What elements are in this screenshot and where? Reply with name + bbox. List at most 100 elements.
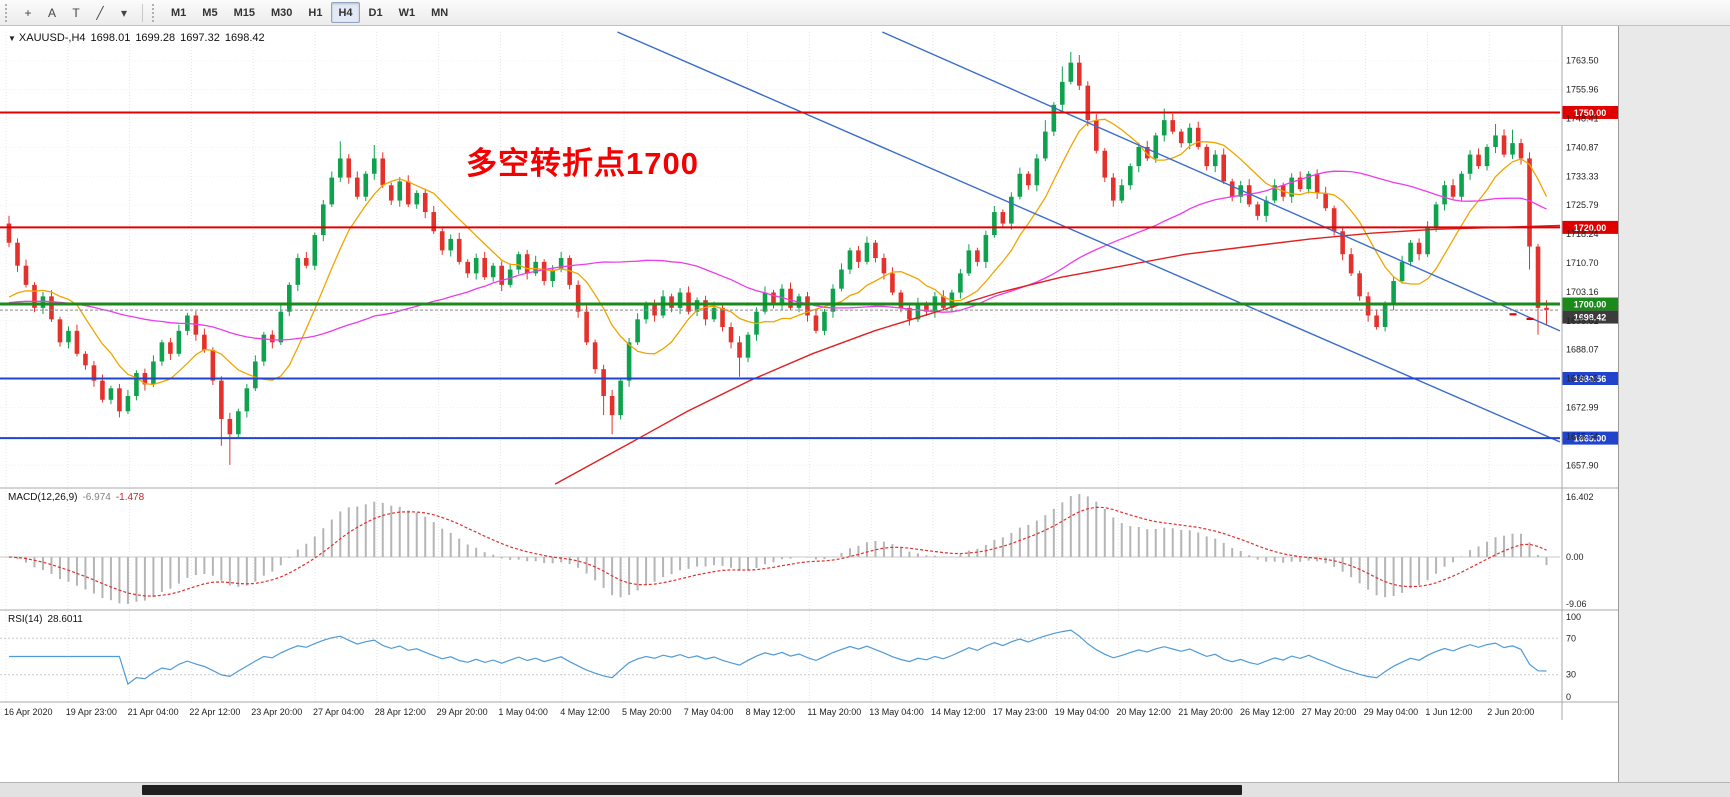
svg-text:21 May 20:00: 21 May 20:00 <box>1178 707 1233 717</box>
timeframe-toolbar: M1 M5 M15 M30 H1 H4 D1 W1 MN <box>163 2 456 23</box>
price-badge-1750.00 <box>1562 105 1618 119</box>
svg-text:4 May 12:00: 4 May 12:00 <box>560 707 610 717</box>
svg-text:1700.00: 1700.00 <box>1574 300 1607 310</box>
svg-text:28 Apr 12:00: 28 Apr 12:00 <box>375 707 426 717</box>
svg-text:1665.00: 1665.00 <box>1574 434 1607 444</box>
tf-button-h1[interactable]: H1 <box>308 6 323 19</box>
svg-text:30: 30 <box>1566 670 1576 680</box>
svg-text:-9.06: -9.06 <box>1566 599 1587 609</box>
macd-main-value: -6.974 <box>82 492 111 503</box>
toolbar-separator <box>142 3 143 22</box>
trendline-tool-icon[interactable]: ╱ <box>96 5 104 20</box>
text-label-icon[interactable]: A <box>47 5 56 20</box>
tf-button-m1[interactable]: M1 <box>171 6 187 19</box>
svg-text:1750.00: 1750.00 <box>1574 108 1607 118</box>
svg-text:1733.33: 1733.33 <box>1566 171 1599 181</box>
ohlc-close: 1698.42 <box>224 32 265 44</box>
svg-text:11 May 20:00: 11 May 20:00 <box>807 707 861 717</box>
time-axis[interactable]: 16 Apr 2020 19 Apr 23:00 21 Apr 04:00 22 Ap… <box>4 707 1534 717</box>
macd-name: MACD(12,26,9) <box>8 492 78 503</box>
tf-button-h4[interactable]: H4 <box>331 2 360 23</box>
svg-text:1 Jun 12:00: 1 Jun 12:00 <box>1425 707 1472 717</box>
macd-histogram <box>16 494 1548 604</box>
tf-button-w1[interactable]: W1 <box>398 6 416 19</box>
svg-text:1 May 04:00: 1 May 04:00 <box>498 707 548 717</box>
toolbar-grip-2[interactable] <box>152 3 158 22</box>
svg-text:1665.44: 1665.44 <box>1566 431 1599 441</box>
tf-button-d1[interactable]: D1 <box>368 6 383 19</box>
svg-text:70: 70 <box>1566 633 1576 643</box>
svg-text:1680.56: 1680.56 <box>1574 374 1607 384</box>
toolbar-grip[interactable] <box>5 3 11 22</box>
svg-text:1698.42: 1698.42 <box>1574 313 1607 323</box>
tf-button-m30[interactable]: M30 <box>270 6 293 19</box>
price-badge-1680.56 <box>1562 371 1618 385</box>
tf-button-mn[interactable]: MN <box>431 6 449 19</box>
svg-text:17 May 23:00: 17 May 23:00 <box>993 707 1048 717</box>
svg-text:1688.07: 1688.07 <box>1566 345 1599 355</box>
svg-text:29 May 04:00: 29 May 04:00 <box>1364 707 1419 717</box>
ma-9-line <box>8 118 1548 386</box>
svg-text:27 May 20:00: 27 May 20:00 <box>1302 707 1357 717</box>
rsi-value: 28.6011 <box>47 614 83 625</box>
candlestick-series <box>6 51 1549 465</box>
macd-axis[interactable]: 16.402 0.00 -9.06 <box>1566 492 1594 609</box>
svg-text:100: 100 <box>1566 612 1581 622</box>
chart-canvas[interactable]: 1750.00 1720.00 1700.00 1680.56 1665.00 1698.… <box>0 26 1618 782</box>
price-axis[interactable]: 1763.50 1755.96 1748.41 1740.87 1733.33 1725.… <box>1566 56 1599 471</box>
svg-text:13 May 04:00: 13 May 04:00 <box>869 707 924 717</box>
svg-text:1740.87: 1740.87 <box>1566 142 1599 152</box>
svg-text:19 May 04:00: 19 May 04:00 <box>1055 707 1110 717</box>
svg-text:1672.99: 1672.99 <box>1566 402 1599 412</box>
current-price-badge <box>1562 310 1618 324</box>
svg-text:20 May 12:00: 20 May 12:00 <box>1116 707 1171 717</box>
tf-button-m5[interactable]: M5 <box>202 6 218 19</box>
trendline-2[interactable] <box>881 31 1561 332</box>
svg-text:2 Jun 20:00: 2 Jun 20:00 <box>1487 707 1534 717</box>
svg-text:22 Apr 12:00: 22 Apr 12:00 <box>189 707 240 717</box>
svg-text:16.402: 16.402 <box>1566 492 1594 502</box>
text-tool-icon[interactable]: T <box>72 5 80 20</box>
price-badge-1665.00 <box>1562 431 1618 445</box>
svg-text:5 May 20:00: 5 May 20:00 <box>622 707 672 717</box>
svg-text:1763.50: 1763.50 <box>1566 56 1599 66</box>
ma-slow-line <box>554 224 1561 485</box>
ohlc-low: 1697.32 <box>180 32 220 44</box>
tf-button-m15[interactable]: M15 <box>233 6 255 19</box>
svg-text:1680.53: 1680.53 <box>1566 374 1599 384</box>
drawing-tools-group: + A T ╱ ▾ <box>16 2 136 24</box>
rsi-axis[interactable]: 100 70 30 0 <box>1566 612 1581 702</box>
svg-text:1703.16: 1703.16 <box>1566 287 1599 297</box>
svg-text:14 May 12:00: 14 May 12:00 <box>931 707 986 717</box>
rsi-name: RSI(14) <box>8 614 43 625</box>
svg-text:21 Apr 04:00: 21 Apr 04:00 <box>128 707 179 717</box>
scrollbar-thumb[interactable] <box>142 785 1242 795</box>
svg-text:29 Apr 20:00: 29 Apr 20:00 <box>437 707 488 717</box>
chart-menu-icon[interactable]: ▼ <box>8 34 16 43</box>
trade-markers <box>1509 313 1534 321</box>
svg-text:27 Apr 04:00: 27 Apr 04:00 <box>313 707 364 717</box>
svg-text:1748.41: 1748.41 <box>1566 114 1599 124</box>
svg-text:1695.61: 1695.61 <box>1566 316 1599 326</box>
svg-text:7 May 04:00: 7 May 04:00 <box>684 707 734 717</box>
price-badge-1700.00 <box>1562 297 1618 311</box>
svg-text:1657.90: 1657.90 <box>1566 460 1599 470</box>
top-toolbar: + A T ╱ ▾ M1 M5 M15 M30 H1 H4 D1 W1 MN <box>0 0 1730 26</box>
svg-text:19 Apr 23:00: 19 Apr 23:00 <box>66 707 117 717</box>
symbol-label: XAUUSD-,H4 <box>18 32 86 44</box>
trendline-1[interactable] <box>617 31 1561 443</box>
crosshair-icon[interactable]: + <box>24 5 32 20</box>
price-badge-1720.00 <box>1562 220 1618 234</box>
dropdown-caret-icon[interactable]: ▾ <box>120 5 128 20</box>
text-annotation[interactable]: 多空转折点1700 <box>466 146 699 181</box>
ohlc-open: 1698.01 <box>90 32 131 44</box>
svg-text:8 May 12:00: 8 May 12:00 <box>746 707 796 717</box>
svg-text:23 Apr 20:00: 23 Apr 20:00 <box>251 707 302 717</box>
macd-signal-value: -1.478 <box>115 492 145 503</box>
svg-text:1720.00: 1720.00 <box>1574 223 1607 233</box>
scrollbar-track[interactable] <box>0 782 1730 797</box>
svg-text:1755.96: 1755.96 <box>1566 85 1599 95</box>
chart-window: 1750.00 1720.00 1700.00 1680.56 1665.00 1698.… <box>0 26 1619 782</box>
svg-text:26 May 12:00: 26 May 12:00 <box>1240 707 1295 717</box>
svg-text:0.00: 0.00 <box>1566 552 1584 562</box>
